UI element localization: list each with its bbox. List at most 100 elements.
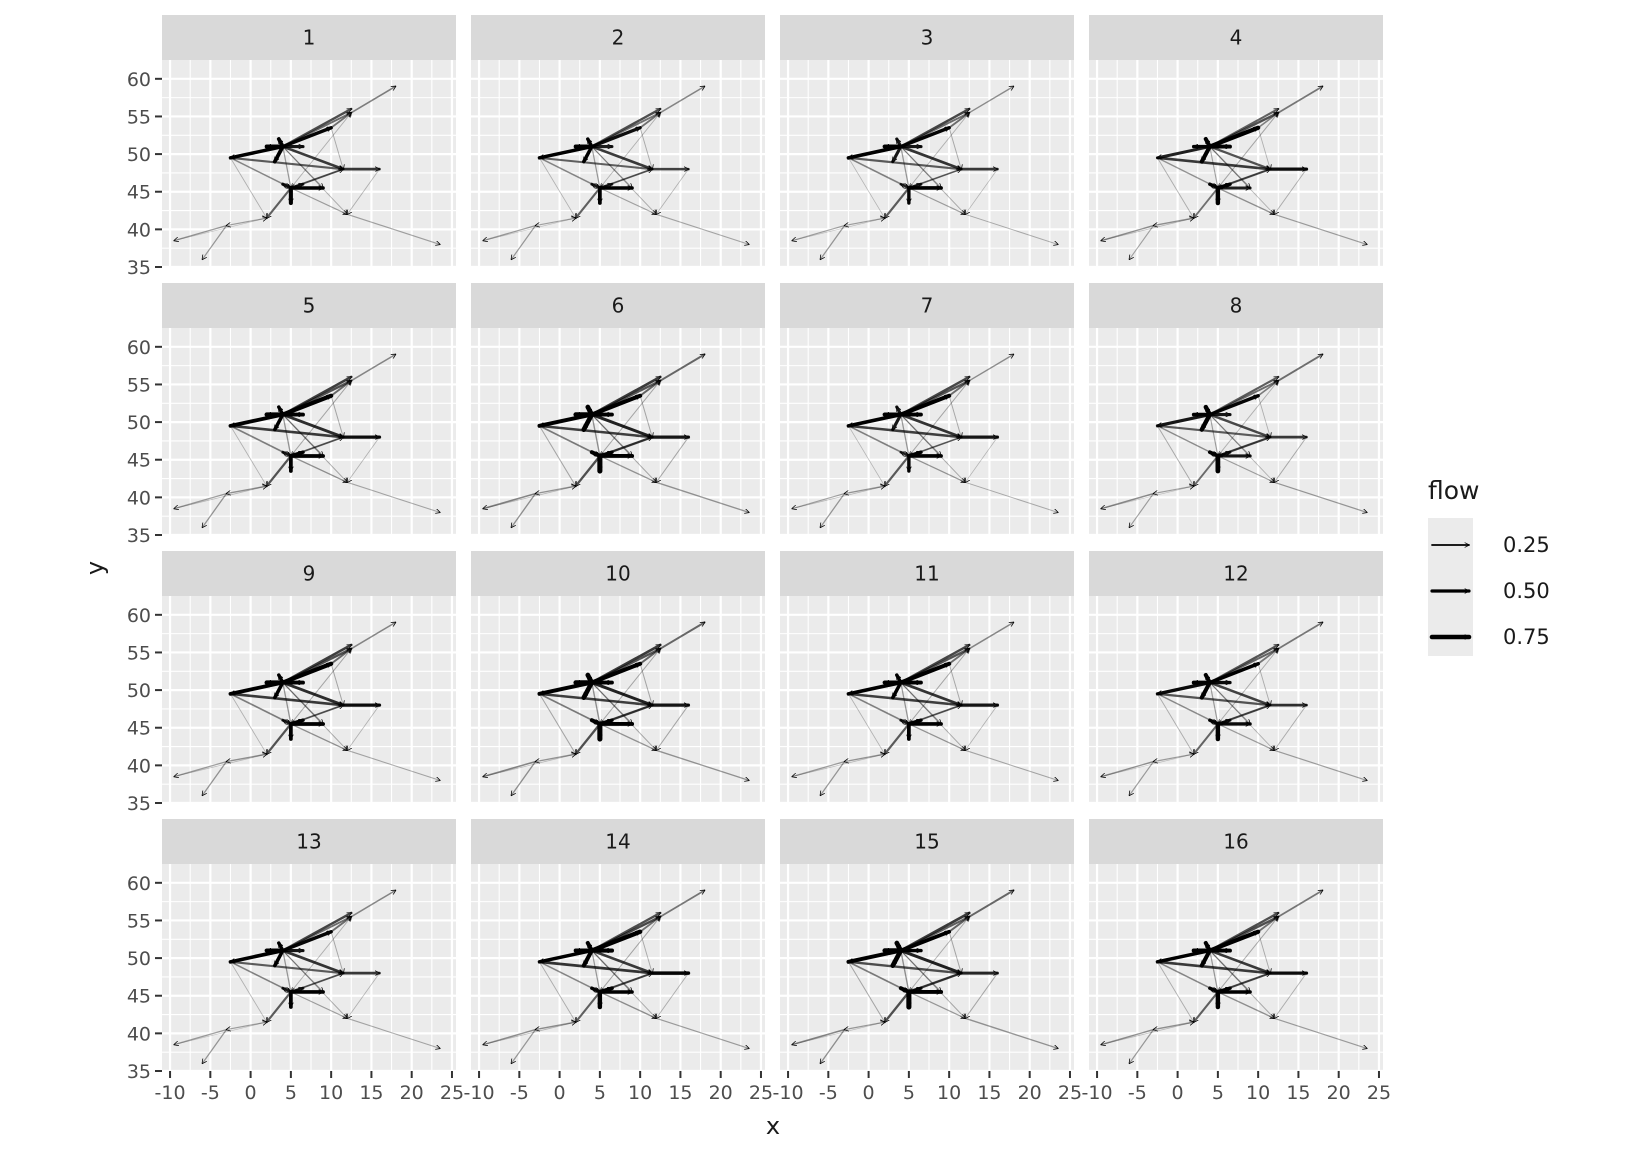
flow-segment xyxy=(538,960,654,973)
flow-segment xyxy=(1129,493,1155,528)
flow-segment xyxy=(848,693,884,754)
flow-segment xyxy=(656,704,689,750)
flow-segment xyxy=(1199,144,1212,164)
x-tick-label: 20 xyxy=(709,1082,733,1104)
y-tick-label: 50 xyxy=(127,948,151,970)
flow-segment xyxy=(347,704,380,750)
flow-segment xyxy=(1101,1028,1155,1045)
flow-segment xyxy=(281,643,353,684)
flow-segment xyxy=(511,492,537,528)
x-tick-label: 10 xyxy=(319,1082,343,1104)
flow-segment xyxy=(1208,413,1270,439)
flow-segment xyxy=(1101,224,1155,241)
flow-segment xyxy=(964,749,1058,780)
flow-segment xyxy=(538,424,654,437)
flow-segment xyxy=(1203,404,1213,417)
flow-segment xyxy=(282,145,323,188)
y-tick-label: 45 xyxy=(127,718,151,740)
flow-segment xyxy=(1156,425,1193,486)
flow-segment xyxy=(964,481,1058,512)
facet-panel-3: 3 xyxy=(780,15,1074,269)
flow-segment xyxy=(535,753,577,762)
flow-segment xyxy=(226,1021,268,1030)
flow-segment xyxy=(229,960,345,973)
flow-segment xyxy=(174,760,228,777)
flow-segment xyxy=(965,168,998,214)
flow-segment xyxy=(482,754,576,778)
flow-segment xyxy=(591,413,600,456)
flow-segment xyxy=(908,169,961,189)
flow-segment xyxy=(229,156,345,169)
flow-segment xyxy=(590,949,654,975)
flow-segment xyxy=(1192,187,1219,218)
flow-segment xyxy=(230,425,266,486)
x-tick-label: 20 xyxy=(400,1082,424,1104)
flow-segment xyxy=(908,917,969,993)
flow-segment xyxy=(202,1028,228,1064)
flow-segment xyxy=(585,940,594,953)
flow-segment xyxy=(792,225,846,241)
facet-strip-label: 11 xyxy=(914,562,939,586)
x-tick-label: 15 xyxy=(359,1082,383,1104)
flow-segment xyxy=(844,217,886,226)
flow-segment xyxy=(848,425,884,486)
flow-segment xyxy=(1217,705,1270,725)
flow-segment xyxy=(1217,723,1274,750)
y-tick-label: 45 xyxy=(127,450,151,472)
flow-segment xyxy=(1100,1022,1194,1046)
flow-segment xyxy=(276,137,285,149)
flow-segment xyxy=(330,395,343,437)
flow-segment xyxy=(1100,218,1194,242)
flow-segment xyxy=(968,85,1013,114)
facet-panel-15: 15 -10 -5 0 5 10 15 20 25 xyxy=(773,819,1082,1104)
flow-segment xyxy=(230,693,266,754)
flow-segment xyxy=(291,168,345,188)
facet-strip xyxy=(162,15,456,60)
facet-strip xyxy=(1089,819,1383,864)
flow-segment xyxy=(908,437,961,457)
flow-segment xyxy=(1100,754,1194,778)
facet-strip xyxy=(1089,551,1383,596)
flow-segment xyxy=(848,157,884,218)
flow-segment xyxy=(290,437,343,457)
y-tick-label: 35 xyxy=(127,793,151,815)
flow-segment xyxy=(655,481,749,512)
x-axis-title: x xyxy=(766,1112,780,1140)
facet-strip-label: 14 xyxy=(605,830,630,854)
flow-segment xyxy=(791,486,885,510)
flow-segment xyxy=(1153,1021,1195,1030)
flow-segment xyxy=(1209,414,1274,483)
flow-segment xyxy=(591,949,632,992)
flow-segment xyxy=(1156,424,1272,437)
flow-segment xyxy=(1203,672,1212,685)
flow-segment xyxy=(1153,485,1195,494)
legend-label: 0.50 xyxy=(1503,579,1550,603)
x-tick-label: 5 xyxy=(903,1082,915,1104)
flow-segment xyxy=(1217,991,1274,1018)
flow-segment xyxy=(900,681,909,724)
flow-segment xyxy=(174,1028,228,1045)
x-tick-label: 20 xyxy=(1327,1082,1351,1104)
flow-segment xyxy=(1156,157,1193,218)
y-tick-label: 60 xyxy=(127,873,151,895)
flow-segment xyxy=(230,157,266,218)
flow-segment xyxy=(600,435,654,456)
y-tick-label: 40 xyxy=(127,755,151,777)
facet-strip xyxy=(162,551,456,596)
flow-segment xyxy=(591,950,656,1019)
flow-segment xyxy=(591,145,600,188)
facet-strip-label: 9 xyxy=(303,562,316,586)
flow-segment xyxy=(482,1022,576,1046)
flow-segment xyxy=(291,972,345,992)
flow-segment xyxy=(1217,187,1274,214)
legend: flow 0.25 0.50 0.75 xyxy=(1428,476,1550,656)
y-tick-label: 60 xyxy=(127,605,151,627)
facet-strip-label: 13 xyxy=(296,830,321,854)
legend-key-background xyxy=(1428,518,1473,656)
legend-label: 0.75 xyxy=(1503,625,1550,649)
flow-segment xyxy=(847,424,963,437)
flow-segment xyxy=(483,492,537,509)
flow-segment xyxy=(1156,960,1272,973)
flow-segment xyxy=(173,754,267,778)
